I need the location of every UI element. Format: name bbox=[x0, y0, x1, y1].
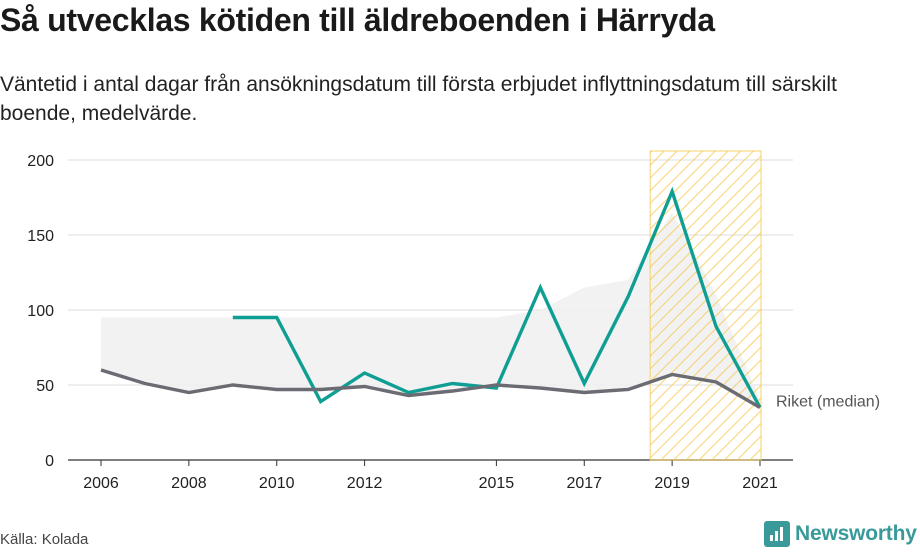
series-line-riket bbox=[100, 368, 761, 409]
series-line-harryda bbox=[232, 186, 762, 409]
x-tick-label: 2017 bbox=[566, 475, 602, 492]
x-tick-label: 2019 bbox=[654, 475, 690, 492]
x-tick-label: 2006 bbox=[83, 475, 119, 492]
x-tick-label: 2012 bbox=[347, 475, 383, 492]
brand-logo: Newsworthy bbox=[764, 520, 917, 548]
x-tick-label: 2010 bbox=[259, 475, 295, 492]
chart-title: Så utvecklas kötiden till äldreboenden i… bbox=[0, 2, 715, 38]
chart-subtitle: Väntetid i antal dagar från ansökningsda… bbox=[0, 73, 837, 125]
y-tick-label: 0 bbox=[45, 453, 54, 470]
newsworthy-icon bbox=[764, 521, 790, 547]
source-note: Källa: Kolada bbox=[0, 531, 89, 548]
series-label-riket: Riket (median) bbox=[776, 394, 880, 411]
y-tick-label: 50 bbox=[36, 378, 54, 395]
y-tick-label: 100 bbox=[27, 303, 54, 320]
y-tick-label: 150 bbox=[27, 228, 54, 245]
brand-name: Newsworthy bbox=[795, 522, 917, 545]
x-tick-label: 2021 bbox=[742, 475, 778, 492]
highlight-period bbox=[649, 150, 762, 461]
x-tick-label: 2015 bbox=[479, 475, 515, 492]
x-tick-label: 2008 bbox=[171, 475, 207, 492]
y-tick-label: 200 bbox=[27, 153, 54, 170]
